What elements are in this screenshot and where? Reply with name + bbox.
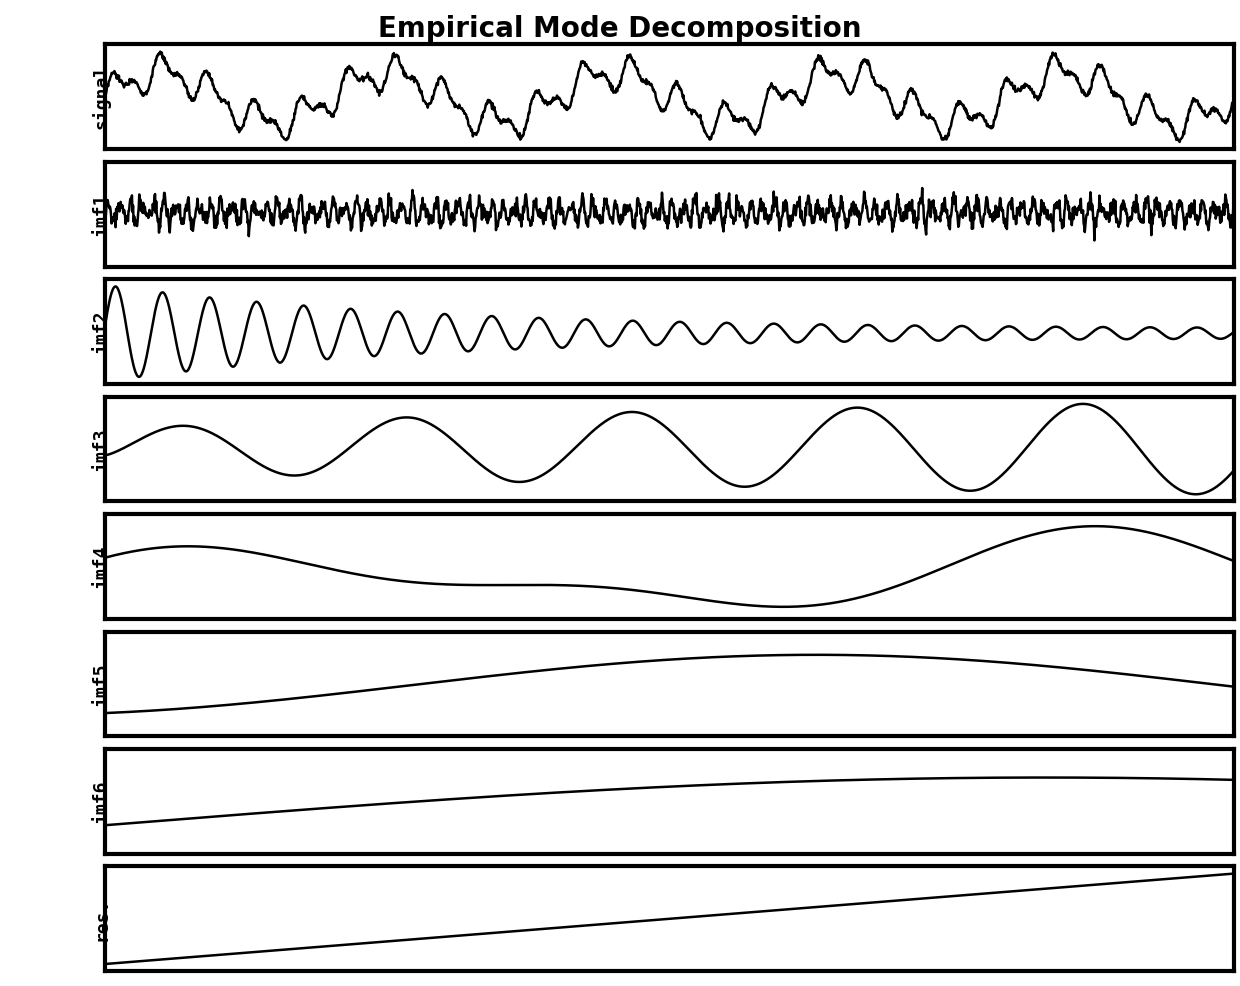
Y-axis label: imf3: imf3 bbox=[92, 427, 110, 471]
Y-axis label: res.: res. bbox=[92, 897, 110, 941]
Y-axis label: imf4: imf4 bbox=[92, 544, 110, 589]
Y-axis label: imf2: imf2 bbox=[92, 310, 110, 353]
Y-axis label: imf1: imf1 bbox=[92, 192, 110, 236]
Y-axis label: imf6: imf6 bbox=[92, 780, 110, 823]
Y-axis label: imf5: imf5 bbox=[92, 663, 110, 706]
Text: Empirical Mode Decomposition: Empirical Mode Decomposition bbox=[378, 15, 862, 42]
Y-axis label: signal: signal bbox=[92, 64, 110, 129]
